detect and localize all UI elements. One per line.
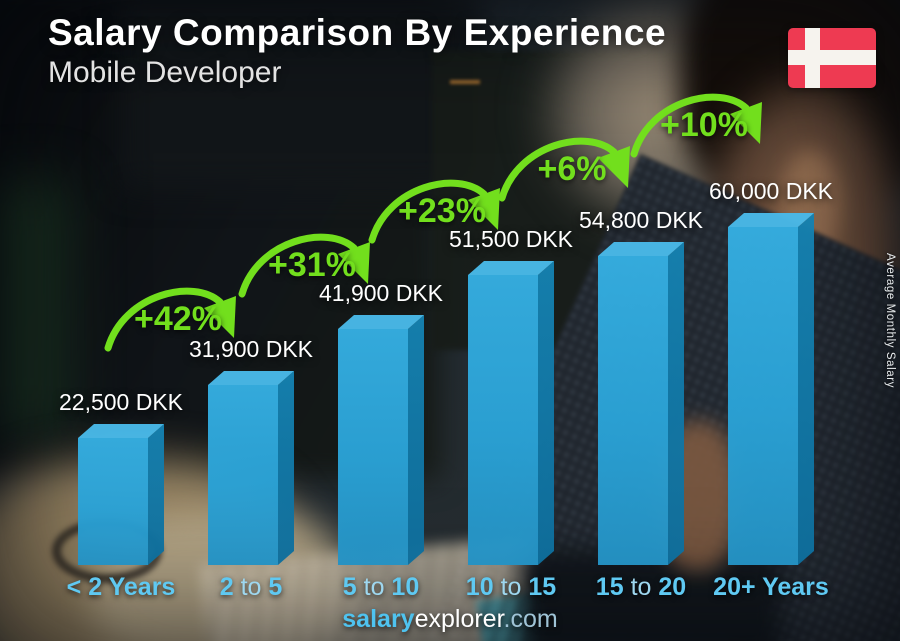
- bar-top-face: [208, 371, 294, 385]
- growth-arrow-4: +6%: [492, 128, 652, 206]
- x-axis-category: 10 to 15: [465, 573, 557, 601]
- bar-top-face: [598, 242, 684, 256]
- x-axis-category: 15 to 20: [595, 573, 687, 601]
- x-axis-category: 20+ Years: [713, 573, 829, 601]
- pct-change-label: +31%: [268, 246, 356, 284]
- site-name-regular: explorer: [414, 605, 504, 633]
- growth-arrow-5: +10%: [624, 84, 784, 162]
- page-title: Salary Comparison By Experience: [48, 12, 667, 53]
- y-axis-label: Average Monthly Salary: [884, 253, 896, 389]
- bar-side-face: [408, 315, 424, 565]
- pct-change-label: +23%: [398, 192, 486, 230]
- background-code-lines: [450, 80, 480, 84]
- pct-change-label: +10%: [660, 106, 748, 144]
- bar-front-face: [598, 256, 668, 565]
- x-axis-category: 5 to 10: [342, 573, 420, 601]
- bar-value-label: 51,500 DKK: [448, 226, 574, 252]
- site-tld: .com: [503, 605, 558, 633]
- curved-arrow-icon: [104, 287, 236, 352]
- bar-value-label: 22,500 DKK: [58, 389, 184, 415]
- bar-top-face: [468, 261, 554, 275]
- bar-top-face: [78, 424, 164, 438]
- curved-arrow-icon: [630, 93, 762, 158]
- x-axis-category: 2 to 5: [219, 573, 283, 601]
- curved-arrow-icon: [498, 137, 630, 202]
- bar-front-face: [728, 227, 798, 565]
- bar-value-label: 54,800 DKK: [578, 207, 704, 233]
- bar-side-face: [278, 371, 294, 565]
- site-name-bold: salary: [342, 605, 415, 633]
- page-subtitle: Mobile Developer: [48, 56, 282, 89]
- pct-change-label: +42%: [134, 300, 222, 338]
- background-arm: [520, 551, 780, 641]
- bar-front-face: [338, 329, 408, 565]
- bar-top-face: [338, 315, 424, 329]
- footer-site-link[interactable]: salaryexplorer.com: [0, 605, 900, 634]
- bar-side-face: [798, 213, 814, 565]
- flag-cross-horizontal: [788, 50, 876, 65]
- bar-side-face: [668, 242, 684, 565]
- bar-front-face: [78, 438, 148, 565]
- background-monitor-shape: [120, 0, 480, 190]
- bar-side-face: [538, 261, 554, 565]
- pct-change-label: +6%: [537, 150, 607, 188]
- growth-arrow-1: +42%: [98, 278, 258, 356]
- bar-side-face: [148, 424, 164, 565]
- growth-arrow-2: +31%: [232, 224, 392, 302]
- bar-value-label: 41,900 DKK: [318, 280, 444, 306]
- growth-arrow-3: +23%: [362, 170, 522, 248]
- curved-arrow-icon: [368, 179, 500, 244]
- background-glow: [0, 180, 70, 440]
- x-axis-category: < 2 Years: [66, 573, 176, 601]
- bar-value-label: 60,000 DKK: [708, 178, 834, 204]
- bar-top-face: [728, 213, 814, 227]
- curved-arrow-icon: [238, 233, 370, 298]
- bar-value-label: 31,900 DKK: [188, 336, 314, 362]
- bar-front-face: [468, 275, 538, 565]
- denmark-flag-icon: [788, 28, 876, 88]
- header: Salary Comparison By Experience Mobile D…: [48, 12, 666, 90]
- bar-front-face: [208, 385, 278, 565]
